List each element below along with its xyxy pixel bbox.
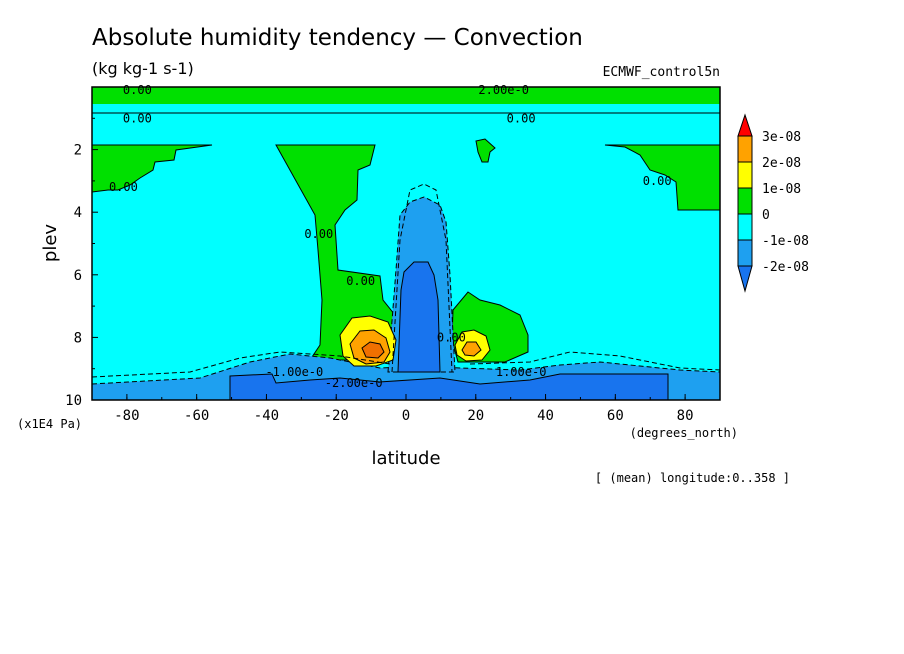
- contour-label: 0.00: [109, 180, 138, 194]
- x-tick-label: 20: [467, 408, 484, 424]
- y-tick-label: 2: [74, 143, 82, 159]
- positive-region-south-central: [275, 144, 396, 361]
- y-tick-label: 8: [74, 330, 82, 346]
- colorbar: 3e-08 2e-08 1e-08 0 -1e-08 -2e-08: [737, 113, 809, 293]
- contour-label: 0.00: [643, 174, 672, 188]
- averaging-note: [ (mean) longitude:0..358 ]: [595, 471, 790, 485]
- x-tick-label: 80: [677, 408, 694, 424]
- chart-title: Absolute humidity tendency — Convection: [92, 25, 583, 51]
- x-tick-label: 40: [537, 408, 554, 424]
- colorbar-label-5: -2e-08: [762, 260, 809, 275]
- x-tick-label: -20: [324, 408, 349, 424]
- contour-dashed-b: [469, 351, 720, 371]
- contour-label: 0.00: [346, 274, 375, 288]
- dataset-label: ECMWF_control5n: [603, 65, 720, 80]
- colorbar-swatch-yellow: [737, 161, 753, 189]
- contour-label: 0.00: [507, 111, 536, 125]
- contour-label: 0.00: [123, 83, 152, 97]
- negative-tower-inner: [397, 261, 441, 373]
- contour-label: 0.00: [437, 330, 466, 344]
- y-tick-label: 10: [65, 393, 82, 409]
- contour-dashed-tower: [391, 183, 453, 373]
- contour-label: -2.00e-0: [325, 376, 383, 390]
- y-tick-label: 6: [74, 268, 82, 284]
- x-tick-label: -80: [114, 408, 139, 424]
- x-tick-label: 60: [607, 408, 624, 424]
- y-ticks: 2 4 6 8 10: [65, 117, 98, 409]
- x-axis-units: (degrees_north): [630, 426, 738, 440]
- plot-area: [92, 87, 720, 400]
- colorbar-swatch-orange: [737, 135, 753, 163]
- colorbar-label-4: -1e-08: [762, 234, 809, 249]
- colorbar-label-1: 2e-08: [762, 156, 801, 171]
- y-axis-units: (x1E4 Pa): [17, 417, 82, 431]
- colorbar-swatch-green: [737, 187, 753, 215]
- contour-label: 2.00e-0: [478, 83, 529, 97]
- moistening-max-north-core: [461, 341, 482, 357]
- y-tick-label: 4: [74, 205, 82, 221]
- x-tick-label: -40: [254, 408, 279, 424]
- upper-positive-band: [92, 87, 720, 104]
- colorbar-label-2: 1e-08: [762, 182, 801, 197]
- colorbar-swatch-cyan: [737, 213, 753, 241]
- negative-core-lower: [229, 373, 669, 400]
- colorbar-arrow-top: [737, 113, 753, 137]
- positive-blob-north: [475, 138, 496, 163]
- x-axis-label: latitude: [371, 448, 440, 469]
- positive-region-right-high: [604, 144, 720, 211]
- x-tick-label: 0: [402, 408, 410, 424]
- colorbar-swatch-lightblue: [737, 239, 753, 267]
- contour-label: 0.00: [123, 111, 152, 125]
- contour-label: -1.00e-0: [265, 365, 323, 379]
- moistening-max-south-core: [361, 341, 385, 359]
- colorbar-arrow-bottom: [737, 265, 753, 293]
- x-tick-label: -60: [184, 408, 209, 424]
- contour-label: 0.00: [304, 227, 333, 241]
- positive-region-left-high: [92, 144, 213, 193]
- contour-dashed-a: [92, 351, 391, 378]
- chart-units: (kg kg-1 s-1): [92, 59, 194, 78]
- x-ticks: -80 -60 -40 -20 0 20 40 60 80: [91, 394, 721, 424]
- colorbar-label-0: 3e-08: [762, 130, 801, 145]
- y-axis-label: plev: [40, 224, 61, 263]
- colorbar-label-3: 0: [762, 208, 770, 223]
- contour-label: 1.00e-0: [496, 365, 547, 379]
